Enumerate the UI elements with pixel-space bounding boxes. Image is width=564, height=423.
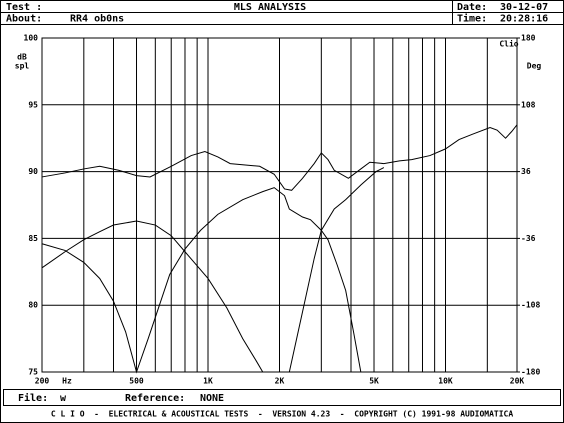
y-label: spl bbox=[15, 62, 30, 71]
date-label: Date: bbox=[457, 2, 487, 13]
y-tick-label: 100 bbox=[24, 34, 39, 43]
y2-tick-label: -180 bbox=[521, 368, 540, 377]
response-curve bbox=[41, 220, 264, 373]
y2-tick-label: 36 bbox=[521, 167, 531, 176]
plot-frame bbox=[41, 37, 518, 373]
y2-tick-label: 108 bbox=[521, 100, 536, 109]
y2-tick-label: 180 bbox=[521, 34, 536, 43]
x-tick-label: 5K bbox=[369, 377, 379, 386]
response-curve bbox=[288, 167, 385, 373]
title: MLS ANALYSIS bbox=[234, 2, 306, 13]
date: 30-12-07 bbox=[500, 2, 548, 13]
brand: Clio bbox=[499, 39, 518, 49]
y-label: dB bbox=[17, 53, 27, 62]
y-tick-label: 95 bbox=[28, 100, 38, 109]
x-tick-label: 200 bbox=[35, 377, 50, 386]
x-tick-label: 20K bbox=[510, 377, 525, 386]
y-tick-label: 80 bbox=[28, 301, 38, 310]
x-tick-label: 10K bbox=[438, 377, 453, 386]
y2-label: Deg bbox=[527, 62, 542, 71]
time-label: Time: bbox=[457, 13, 487, 25]
footer-box bbox=[3, 389, 561, 406]
about: RR4 ob0ns bbox=[70, 14, 124, 25]
response-curve bbox=[41, 187, 362, 374]
x-unit: Hz bbox=[62, 377, 72, 386]
test-label: Test : bbox=[6, 2, 42, 13]
credits: C L I O - ELECTRICAL & ACOUSTICAL TESTS … bbox=[51, 410, 514, 419]
y2-tick-label: -36 bbox=[521, 234, 536, 243]
reference: NONE bbox=[200, 393, 224, 404]
y2-tick-label: -108 bbox=[521, 301, 540, 310]
time: 20:28:16 bbox=[500, 14, 548, 25]
y-tick-label: 90 bbox=[28, 167, 38, 176]
x-tick-label: 1K bbox=[203, 377, 213, 386]
about-label: About: bbox=[6, 14, 42, 25]
file-label: File: bbox=[18, 392, 48, 404]
x-tick-label: 2K bbox=[275, 377, 285, 386]
reference-label: Reference: bbox=[125, 393, 185, 404]
y-tick-label: 85 bbox=[28, 234, 38, 243]
file: w bbox=[60, 393, 67, 404]
y-tick-label: 75 bbox=[28, 368, 38, 377]
response-curve bbox=[41, 124, 518, 191]
x-tick-label: 500 bbox=[129, 377, 144, 386]
